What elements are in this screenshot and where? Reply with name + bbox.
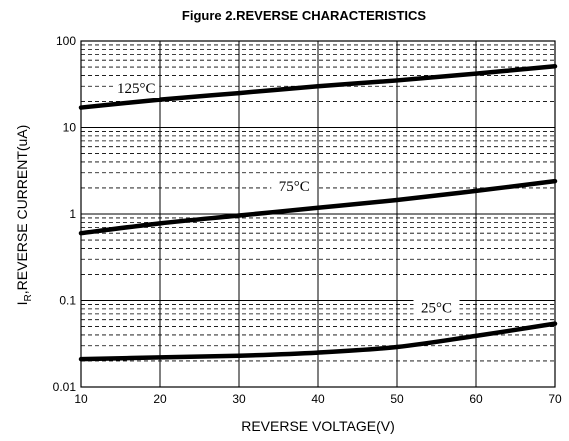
y-axis-ticks: 0.01 0.1 1 10 100 <box>53 34 77 394</box>
y-axis-label-main: I <box>14 301 30 305</box>
x-tick-label: 40 <box>311 392 325 406</box>
series-25c-label-bg <box>413 297 460 318</box>
series-75c-line <box>78 178 558 236</box>
x-tick-label: 60 <box>469 392 483 406</box>
y-tick-label: 100 <box>56 34 76 48</box>
series-125c-line <box>78 64 558 110</box>
plot-frame <box>80 40 556 388</box>
x-tick-label: 30 <box>232 392 246 406</box>
series-125c-label-bg <box>113 78 160 99</box>
x-axis-ticks: 10 20 30 40 50 60 70 <box>74 392 562 406</box>
y-axis-label-rest: ,REVERSE CURRENT(uA) <box>14 125 30 295</box>
x-tick-label: 20 <box>153 392 167 406</box>
series-25c-label: 25°C <box>421 300 452 316</box>
series-125c-label: 125°C <box>117 81 156 97</box>
y-tick-label: 0.01 <box>53 380 77 394</box>
series-25c-line <box>78 321 558 362</box>
grid <box>80 40 556 388</box>
y-tick-label: 10 <box>63 121 77 135</box>
y-tick-label: 1 <box>69 207 76 221</box>
y-tick-label: 0.1 <box>59 294 76 308</box>
x-axis-label: REVERSE VOLTAGE(V) <box>241 418 395 434</box>
y-axis-label-subscript: R <box>23 294 34 301</box>
curves: 125°C 75°C 25°C <box>78 64 558 362</box>
chart-title: Figure 2.REVERSE CHARACTERISTICS <box>182 8 426 23</box>
x-tick-label: 70 <box>548 392 562 406</box>
y-axis-label: IR,REVERSE CURRENT(uA) <box>14 125 34 306</box>
series-75c-label: 75°C <box>279 179 310 195</box>
x-tick-label: 10 <box>74 392 88 406</box>
x-tick-label: 50 <box>390 392 404 406</box>
series-75c-label-bg <box>271 176 318 197</box>
